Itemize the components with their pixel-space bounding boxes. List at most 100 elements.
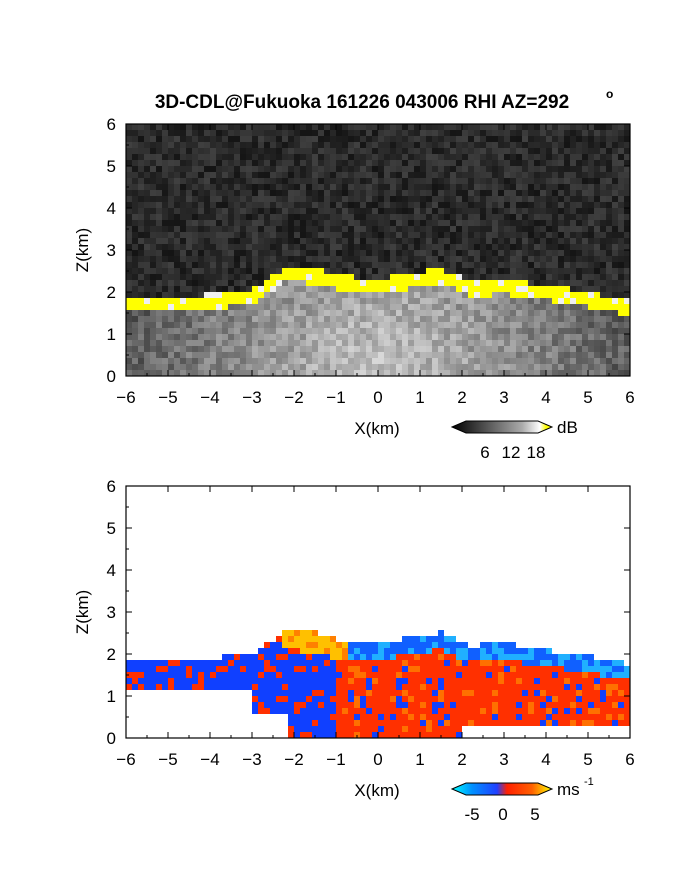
- backscatter-cell: [336, 358, 342, 364]
- backscatter-cell: [234, 268, 240, 274]
- backscatter-cell: [138, 226, 144, 232]
- backscatter-cell: [390, 370, 396, 376]
- backscatter-cell: [492, 172, 498, 178]
- velocity-cell: [426, 696, 432, 702]
- backscatter-cell: [534, 172, 540, 178]
- backscatter-cell: [324, 268, 330, 274]
- backscatter-cell: [150, 238, 156, 244]
- backscatter-cell: [318, 196, 324, 202]
- backscatter-cell: [582, 364, 588, 370]
- backscatter-cell: [408, 274, 414, 280]
- velocity-cell: [552, 696, 558, 702]
- backscatter-cell: [564, 340, 570, 346]
- backscatter-cell: [264, 154, 270, 160]
- backscatter-cell: [246, 184, 252, 190]
- backscatter-cell: [444, 334, 450, 340]
- backscatter-cell: [402, 244, 408, 250]
- velocity-cell: [318, 666, 324, 672]
- backscatter-cell: [384, 364, 390, 370]
- backscatter-cell: [408, 316, 414, 322]
- backscatter-cell: [462, 256, 468, 262]
- velocity-cell: [450, 714, 456, 720]
- velocity-cell: [150, 660, 156, 666]
- backscatter-cell: [348, 298, 354, 304]
- x-tick-label: −2: [284, 388, 303, 407]
- backscatter-cell: [240, 142, 246, 148]
- backscatter-cell: [162, 364, 168, 370]
- backscatter-cell: [312, 130, 318, 136]
- velocity-cell: [342, 726, 348, 732]
- backscatter-cell: [498, 136, 504, 142]
- backscatter-cell: [126, 172, 132, 178]
- backscatter-cell: [456, 154, 462, 160]
- backscatter-cell: [510, 160, 516, 166]
- backscatter-cell: [432, 346, 438, 352]
- backscatter-cell: [486, 238, 492, 244]
- backscatter-cell: [618, 214, 624, 220]
- backscatter-cell: [342, 196, 348, 202]
- velocity-cell: [450, 666, 456, 672]
- backscatter-cell: [312, 244, 318, 250]
- backscatter-cell: [180, 358, 186, 364]
- backscatter-cell: [606, 250, 612, 256]
- velocity-cell: [528, 666, 534, 672]
- backscatter-cell: [366, 316, 372, 322]
- velocity-cell: [582, 708, 588, 714]
- backscatter-cell: [486, 280, 492, 286]
- backscatter-cell: [288, 190, 294, 196]
- backscatter-cell: [210, 142, 216, 148]
- backscatter-cell: [594, 292, 600, 298]
- backscatter-cell: [624, 364, 630, 370]
- backscatter-cell: [192, 172, 198, 178]
- velocity-cell: [432, 708, 438, 714]
- backscatter-cell: [174, 202, 180, 208]
- backscatter-cell: [528, 334, 534, 340]
- backscatter-cell: [468, 286, 474, 292]
- backscatter-cell: [600, 238, 606, 244]
- backscatter-cell: [228, 148, 234, 154]
- backscatter-cell: [402, 208, 408, 214]
- backscatter-cell: [192, 196, 198, 202]
- backscatter-cell: [432, 160, 438, 166]
- velocity-cell: [474, 672, 480, 678]
- backscatter-cell: [516, 154, 522, 160]
- velocity-cell: [534, 696, 540, 702]
- velocity-cell: [594, 702, 600, 708]
- backscatter-cell: [474, 262, 480, 268]
- velocity-cell: [348, 714, 354, 720]
- backscatter-cell: [534, 364, 540, 370]
- backscatter-cell: [450, 160, 456, 166]
- backscatter-cell: [144, 154, 150, 160]
- backscatter-cell: [168, 136, 174, 142]
- backscatter-cell: [606, 148, 612, 154]
- backscatter-cell: [510, 238, 516, 244]
- backscatter-cell: [522, 136, 528, 142]
- backscatter-cell: [288, 256, 294, 262]
- backscatter-cell: [510, 364, 516, 370]
- backscatter-cell: [282, 196, 288, 202]
- backscatter-cell: [210, 148, 216, 154]
- backscatter-cell: [408, 178, 414, 184]
- backscatter-cell: [504, 220, 510, 226]
- velocity-cell: [546, 654, 552, 660]
- velocity-cell: [366, 672, 372, 678]
- velocity-cell: [294, 642, 300, 648]
- backscatter-cell: [498, 142, 504, 148]
- backscatter-cell: [504, 166, 510, 172]
- backscatter-cell: [234, 340, 240, 346]
- backscatter-cell: [192, 286, 198, 292]
- backscatter-cell: [408, 256, 414, 262]
- backscatter-cell: [342, 256, 348, 262]
- backscatter-cell: [306, 292, 312, 298]
- velocity-cell: [312, 636, 318, 642]
- backscatter-cell: [510, 316, 516, 322]
- backscatter-cell: [198, 280, 204, 286]
- backscatter-cell: [432, 202, 438, 208]
- backscatter-cell: [348, 160, 354, 166]
- backscatter-cell: [366, 298, 372, 304]
- backscatter-cell: [540, 142, 546, 148]
- backscatter-cell: [300, 310, 306, 316]
- velocity-cell: [558, 690, 564, 696]
- backscatter-cell: [132, 154, 138, 160]
- velocity-cell: [330, 720, 336, 726]
